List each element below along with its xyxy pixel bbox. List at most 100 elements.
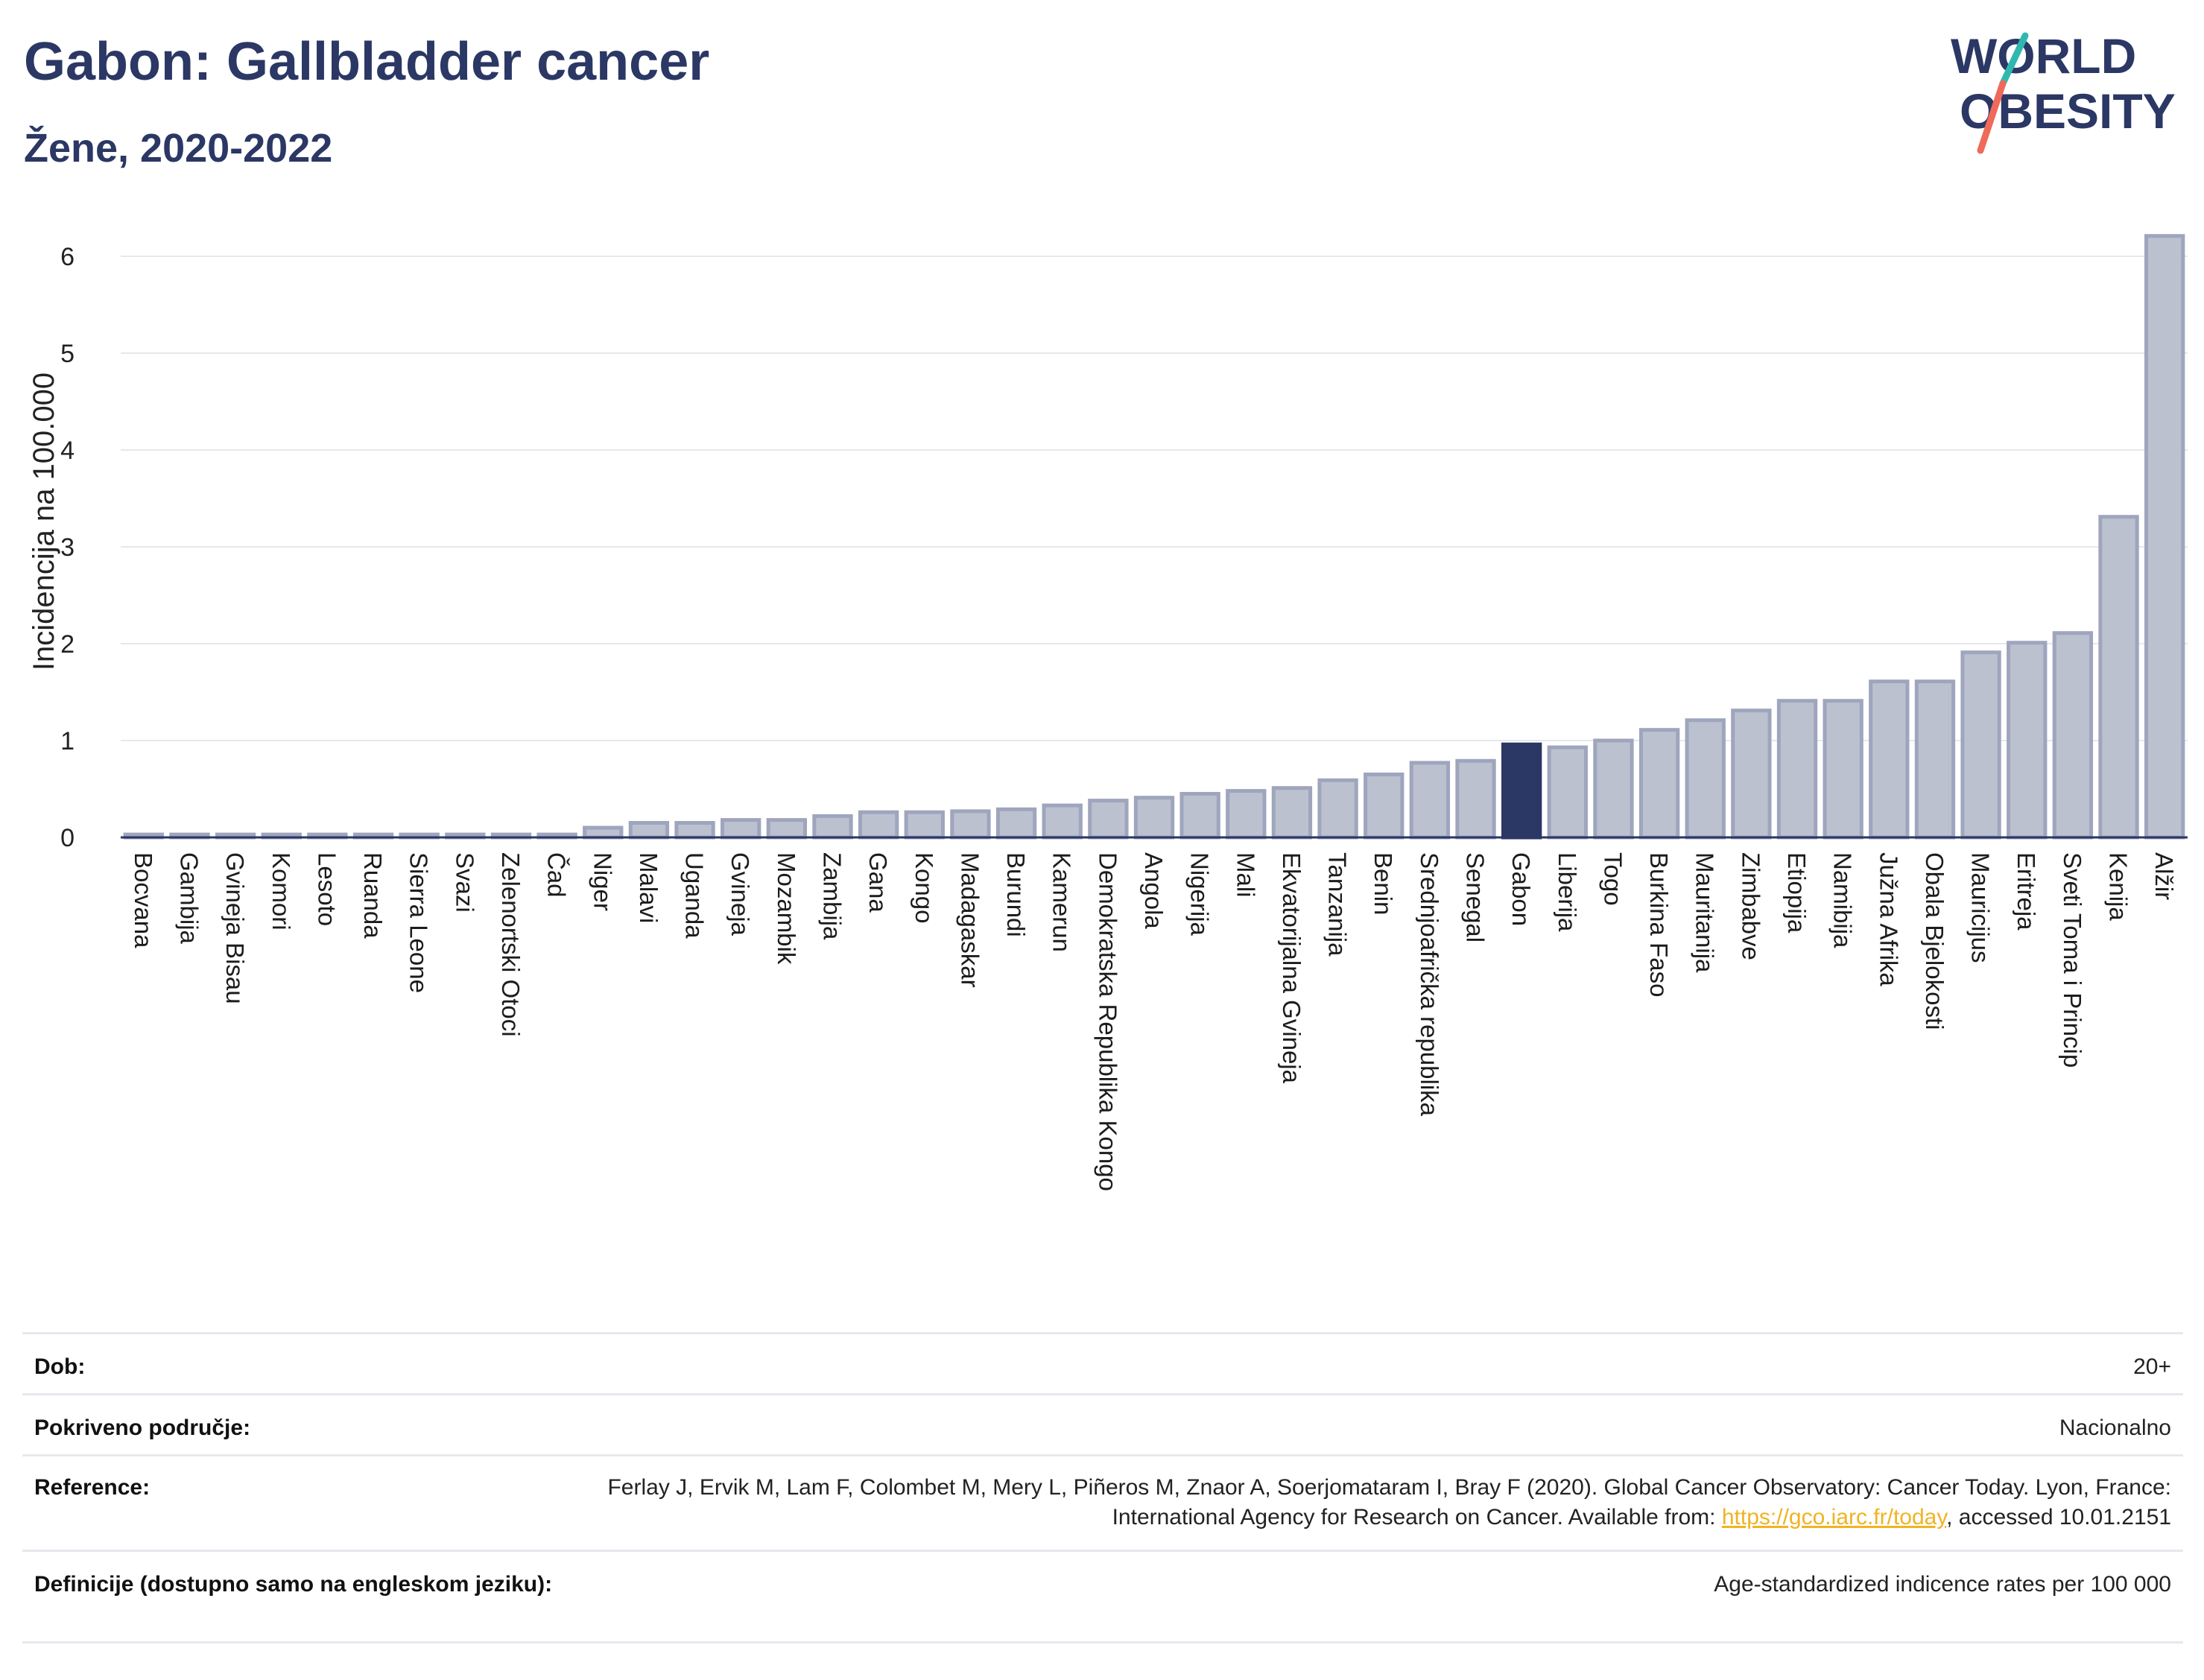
bar [1869,679,1910,840]
bar [1914,679,1956,840]
bar [858,810,899,840]
x-tick-label: Burkina Faso [1645,852,1673,997]
logo-stroke-coral [1977,80,2007,154]
x-tick-label: Gabon [1507,852,1535,926]
bar [2098,515,2139,840]
y-tick-label: 6 [60,243,75,271]
x-tick-label: Togo [1599,852,1627,906]
x-tick-label: Demokratska Republika Kongo [1094,852,1121,1191]
x-tick-label: Južna Afrika [1875,852,1902,986]
bar [628,821,670,840]
x-tick-label: Svazi [451,852,478,913]
meta-reference-value: Ferlay J, Ervik M, Lam F, Colombet M, Me… [581,1473,2183,1532]
x-tick-label: Tanzanija [1324,852,1352,957]
x-tick-label: Gvineja Bisau [221,852,249,1004]
x-tick-label: Benin [1369,852,1397,915]
y-tick-label: 2 [60,630,75,659]
bar [1042,803,1083,840]
bar [1960,650,2001,840]
page-title: Gabon: Gallbladder cancer [24,32,710,92]
logo-stroke-teal [1999,32,2029,87]
x-tick-label: Angola [1140,852,1168,929]
x-tick-label: Zimbabve [1737,852,1764,960]
x-tick-label: Komori [267,852,295,931]
x-tick-label: Kamerun [1048,852,1076,952]
x-tick-label: Kongo [911,852,938,923]
meta-row-definitions: Definicije (dostupno samo na engleskom j… [22,1550,2183,1643]
bar [1455,758,1496,840]
meta-row-reference: Reference: Ferlay J, Ervik M, Lam F, Col… [22,1454,2183,1550]
bar [950,809,991,840]
y-tick-label: 3 [60,533,75,562]
bar [812,814,853,840]
bar [1593,738,1634,840]
x-tick-label: Alžir [2150,852,2178,900]
y-tick-label: 1 [60,727,75,755]
bar [721,818,761,840]
x-tick-label: Namibija [1829,852,1857,948]
x-tick-label: Ruanda [359,852,387,939]
bar [1823,699,1863,840]
meta-coverage-label: Pokriveno područje: [34,1416,251,1440]
y-tick-label: 5 [60,340,75,368]
reference-accessed: , accessed 10.01.2151 [1946,1505,2171,1530]
bar-chart: 0 1 2 3 4 5 6 Incidencija na 100.000 Bocvana Gamb… [28,234,2188,1191]
bar [674,821,715,840]
bar [2052,631,2094,840]
page-subtitle: Žene, 2020-2022 [24,126,333,171]
metadata-table: Dob: 20+ Pokriveno područje: Nacionalno … [22,1332,2183,1643]
x-tick-label: Mauricijus [1967,852,1995,963]
x-tick-label: Zambija [818,852,846,940]
meta-definitions-label: Definicije (dostupno samo na engleskom j… [34,1572,553,1597]
x-tick-label: Srednjoafrička republika [1416,852,1443,1117]
bar [766,818,808,840]
x-tick-label: Sveti Toma i Princip [2059,852,2086,1068]
meta-age-label: Dob: [34,1354,86,1379]
x-tick-label: Kenija [2105,852,2132,921]
bar [904,810,945,840]
bar [1501,742,1542,840]
x-tick-label: Gvineja [726,852,754,936]
bar [2007,641,2048,840]
x-tick-label: Madagaskar [956,852,984,988]
x-tick-label: Etiopija [1783,852,1811,933]
bar [1317,778,1358,840]
meta-age-value: 20+ [2133,1354,2171,1379]
x-tick-label: Mozambik [773,852,800,965]
y-tick-label: 0 [60,824,75,852]
x-tick-label: Mali [1232,852,1259,898]
bar [583,825,624,840]
reference-link[interactable]: https://gco.iarc.fr/today [1721,1505,1947,1530]
x-tick-label: Bocvana [130,852,157,948]
meta-coverage-value: Nacionalno [2059,1416,2171,1440]
bar [1776,699,1818,840]
bar [1271,786,1313,840]
bar [1088,799,1129,840]
x-tick-label: Malavi [635,852,662,923]
bar [1638,728,1680,840]
x-tick-label: Čad [543,852,571,898]
x-tick-label: Zelenortski Otoci [497,852,525,1037]
world-obesity-logo: WORLD OBESITY [1951,28,2176,154]
x-tick-label: Burundi [1002,852,1030,937]
bar [2144,234,2185,840]
x-tick-label: Sierra Leone [405,852,433,993]
reference-text: Ferlay J, Ervik M, Lam F, Colombet M, Me… [607,1475,2171,1530]
bar [1731,709,1772,840]
meta-reference-label: Reference: [34,1475,151,1500]
bar [1226,789,1267,840]
y-tick-label: 4 [60,437,75,465]
x-tick-label: Obala Bjelokosti [1921,852,1948,1030]
bar [1179,792,1220,840]
x-tick-label: Ekvatorijalna Gvineja [1278,852,1305,1084]
x-tick-label: Mauritanija [1691,852,1719,973]
x-tick-label: Niger [589,852,616,911]
x-tick-label: Gana [864,852,892,913]
x-tick-label: Eritreja [2013,852,2040,931]
x-tick-label: Uganda [681,852,709,939]
x-tick-label: Liberija [1554,852,1581,932]
x-tick-label: Nigerija [1186,852,1214,936]
bar [1685,718,1726,840]
y-axis-label: Incidencija na 100.000 [28,373,60,671]
meta-row-age: Dob: 20+ [22,1332,2183,1393]
